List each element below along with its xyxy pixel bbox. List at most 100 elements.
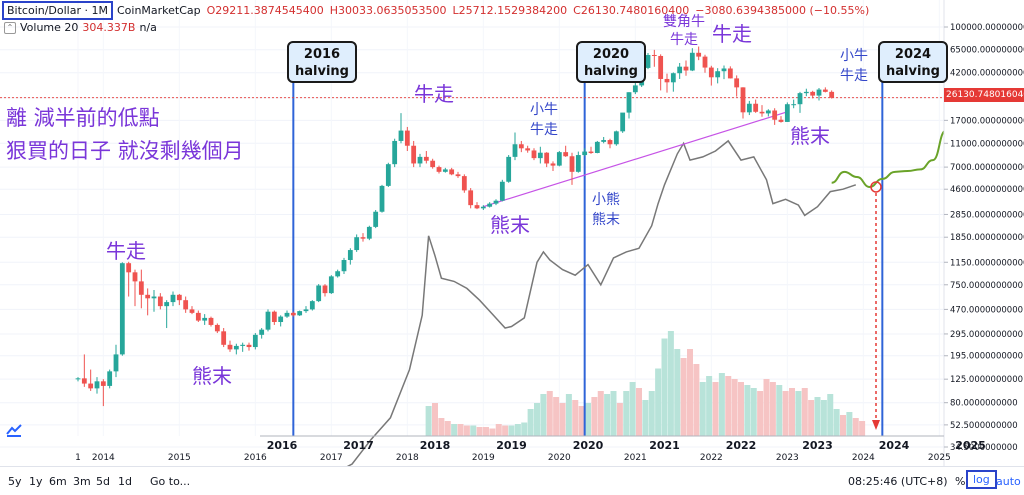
candle (620, 112, 626, 133)
candle (252, 333, 258, 350)
y-tick-label: 1150.0000000000 (950, 258, 1024, 268)
volume-bar (470, 425, 477, 436)
percent-scale-button[interactable]: % (955, 475, 966, 488)
candle (645, 53, 651, 70)
candle (75, 377, 81, 382)
x-tick-label: 1 (75, 453, 81, 463)
candle (746, 100, 752, 116)
candle (107, 369, 113, 389)
halving-year: 2016 (303, 47, 341, 62)
candle-body (233, 345, 239, 350)
label-line: 牛走 (670, 32, 698, 48)
y-tick-label: 4600.0000000000 (950, 185, 1024, 195)
candle (221, 328, 227, 348)
candle-body (189, 309, 195, 313)
candle-body (499, 181, 505, 201)
range-6m-button[interactable]: 6m (49, 475, 67, 488)
candle (772, 108, 778, 125)
x-tick-label: 2021 (624, 453, 647, 463)
range-1y-button[interactable]: 1y (29, 475, 43, 488)
price-chart[interactable]: 100000.0000000000 65000.0000000000 42000.0… (0, 0, 1024, 466)
candle (303, 306, 309, 313)
candle-body (468, 190, 474, 206)
candle (563, 145, 569, 157)
volume-bar (636, 388, 642, 436)
candle (385, 162, 391, 187)
candle-body (518, 144, 524, 149)
volume-bar (540, 394, 547, 436)
range-3m-button[interactable]: 3m (73, 475, 91, 488)
candle (360, 233, 366, 242)
volume-value: 304.337B (82, 21, 136, 34)
candle (347, 248, 353, 265)
volume-ma: n/a (139, 21, 157, 34)
candle-body (626, 92, 632, 113)
volume-bar (827, 394, 834, 436)
candle-body (164, 302, 170, 307)
candle (170, 291, 176, 307)
candle (411, 140, 417, 168)
candle (322, 284, 328, 297)
candle (582, 148, 588, 157)
x-tick-label-lower: 2023 (802, 439, 833, 452)
label-line: 小熊 (592, 192, 620, 208)
candle-body (284, 312, 290, 317)
volume-bar (731, 379, 738, 436)
volume-bar (514, 424, 521, 436)
candle (341, 257, 347, 275)
candle-body (126, 263, 132, 273)
candle-body (265, 311, 271, 330)
candle (455, 171, 461, 178)
candle (525, 145, 531, 153)
volume-bar (642, 400, 649, 436)
time-axis-upper: 1 2014 2015 2016 2017 2018 2019 2020 2021 2022 202… (75, 453, 951, 463)
candle (398, 113, 404, 144)
volume-bar (483, 427, 489, 436)
volume-bar (687, 349, 693, 436)
x-tick-label: 2019 (472, 453, 495, 463)
range-5y-button[interactable]: 5y (8, 475, 22, 488)
comparison-line (346, 139, 857, 466)
candle (531, 148, 537, 161)
log-scale-button[interactable]: log (966, 470, 997, 489)
x-tick-label-lower: 2016 (267, 439, 298, 452)
candle (379, 184, 385, 213)
range-1d-button[interactable]: 1d (118, 475, 132, 488)
candle-body (544, 152, 550, 164)
halving-2020-box: 2020 halving (576, 41, 646, 83)
candle-body (303, 309, 309, 312)
collapse-icon[interactable]: ⌃ (4, 21, 16, 34)
volume-bar (763, 379, 770, 436)
candle-body (151, 296, 157, 299)
volume-bar (527, 409, 534, 436)
candle-body (88, 383, 94, 389)
goto-button[interactable]: Go to... (150, 475, 191, 488)
halving-label: halving (584, 64, 638, 79)
x-tick-label: 2017 (320, 453, 343, 463)
symbol-title[interactable]: Bitcoin/Dollar · 1M (2, 0, 113, 20)
candle (468, 188, 474, 209)
candle (132, 269, 138, 307)
candle-body (740, 87, 746, 113)
range-5d-button[interactable]: 5d (96, 475, 110, 488)
candle-body (398, 130, 404, 141)
candle (214, 323, 220, 334)
price-axis: 100000.0000000000 65000.0000000000 42000.0… (944, 23, 1024, 453)
volume-bar (757, 391, 764, 436)
candle-body (506, 156, 512, 182)
candle-body (430, 160, 436, 168)
candle-body (759, 111, 765, 114)
candle-body (810, 91, 816, 96)
halving-year: 2020 (592, 47, 630, 62)
x-tick-label: 2024 (852, 453, 875, 463)
auto-scale-button[interactable]: auto (996, 475, 1021, 488)
candle-body (119, 263, 125, 355)
candle-body (696, 52, 702, 57)
volume-bar (432, 403, 438, 436)
candle-body (816, 89, 822, 96)
label-line: 熊末 (592, 212, 620, 228)
volume-bar (833, 409, 840, 436)
candle (740, 87, 746, 119)
x-tick-label: 2015 (168, 453, 191, 463)
candle-body (347, 250, 353, 261)
